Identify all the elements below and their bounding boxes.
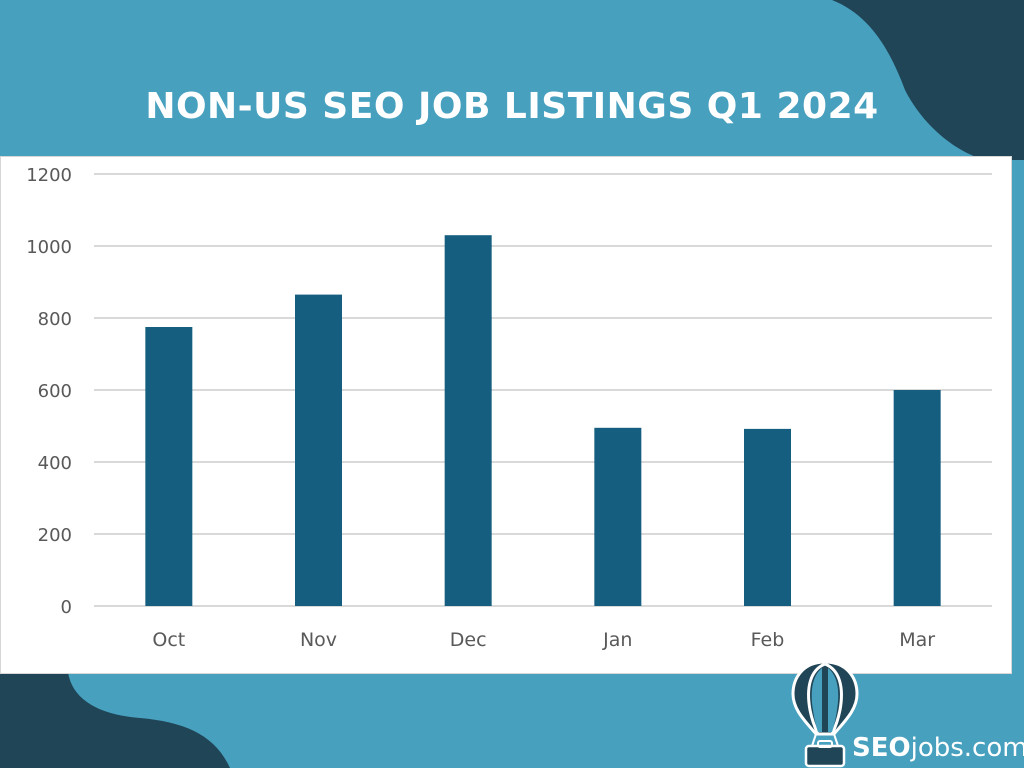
briefcase-body [804, 744, 846, 768]
bar-chart: 0 200 400 600 800 1000 1200 Oct Nov Dec Jan Feb Mar [26, 165, 992, 651]
balloon-stripe-left [807, 662, 826, 735]
balloon-rope-left [811, 733, 817, 747]
bar-feb [744, 428, 791, 606]
brand-name-rest: jobs.com [910, 733, 1024, 763]
bar-jan [594, 427, 642, 606]
page-title: NON-US SEO JOB LISTINGS Q1 2024 [145, 86, 879, 127]
brand-name: SEOjobs.com [852, 733, 1024, 763]
balloon-stripe-right [824, 662, 843, 735]
y-tick-label: 600 [38, 381, 72, 402]
y-tick-label: 400 [38, 453, 72, 474]
gridlines [94, 173, 992, 607]
balloon-fill-right [828, 668, 839, 732]
x-tick-label: Oct [152, 629, 185, 651]
brand-name-bold: SEO [852, 733, 911, 763]
balloon-envelope [791, 660, 859, 736]
balloon-logo-icon [791, 660, 859, 768]
bars [145, 235, 941, 606]
bar-oct [145, 327, 193, 606]
x-tick-label: Dec [450, 629, 487, 651]
bar-mar [893, 390, 941, 606]
y-tick-label: 200 [38, 525, 72, 546]
top-right-dark-shape [832, 0, 1024, 160]
bar-dec [444, 235, 492, 606]
y-tick-label: 800 [38, 309, 72, 330]
y-tick-label: 1000 [26, 237, 72, 258]
balloon-fill-left [811, 668, 822, 732]
x-tick-label: Mar [899, 629, 935, 651]
briefcase-handle [817, 740, 833, 748]
y-tick-label: 1200 [26, 165, 72, 186]
axis-labels: 0 200 400 600 800 1000 1200 Oct Nov Dec Jan Feb Mar [26, 165, 935, 651]
bottom-left-dark-shape [0, 672, 230, 768]
balloon-icon [791, 660, 859, 768]
x-tick-label: Nov [300, 629, 337, 651]
bar-nov [295, 294, 342, 606]
x-tick-label: Feb [751, 629, 785, 651]
y-tick-label: 0 [61, 597, 72, 618]
balloon-rope-right [833, 733, 839, 747]
x-tick-label: Jan [602, 629, 632, 651]
